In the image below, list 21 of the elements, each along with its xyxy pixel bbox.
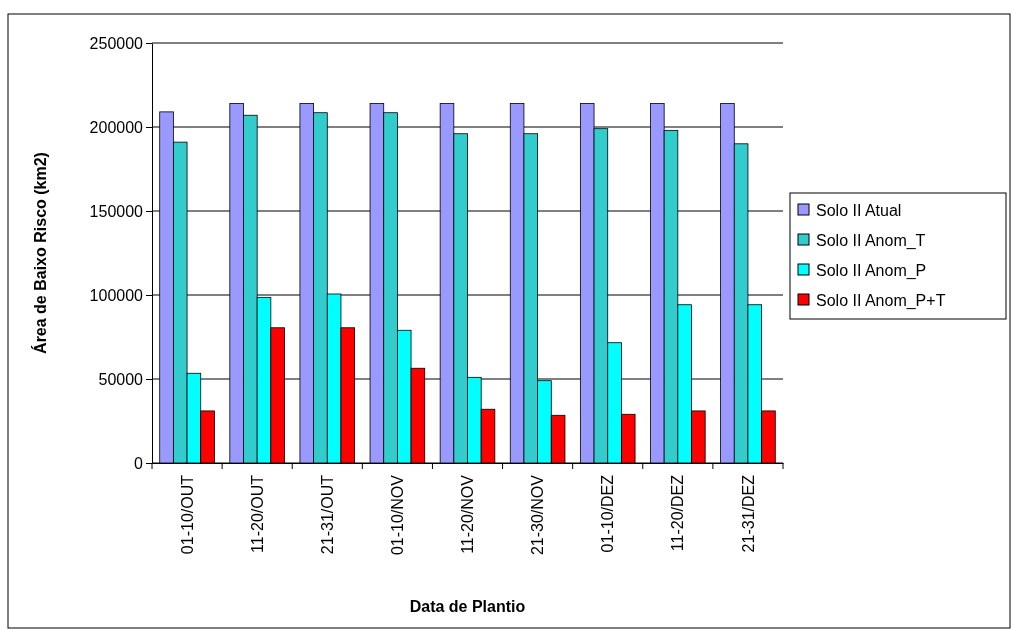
legend-label: Solo II Atual bbox=[816, 201, 902, 219]
x-tick-label: 11-20/NOV bbox=[459, 474, 477, 554]
x-tick-label: 21-30/NOV bbox=[529, 474, 547, 556]
legend-label: Solo II Anom_P+T bbox=[816, 291, 946, 310]
y-tick-label: 0 bbox=[134, 454, 144, 472]
x-tick-label: 11-20/DEZ bbox=[669, 474, 687, 552]
y-tick-label: 150000 bbox=[89, 202, 144, 220]
y-tick-label: 100000 bbox=[89, 286, 144, 304]
legend-label: Solo II Anom_T bbox=[816, 231, 926, 250]
y-tick-label: 50000 bbox=[98, 370, 144, 388]
x-tick-label: 11-20/OUT bbox=[248, 474, 266, 553]
x-tick-label: 21-31/OUT bbox=[318, 474, 336, 555]
y-tick-label: 200000 bbox=[89, 118, 144, 136]
x-tick-label: 01-10/NOV bbox=[388, 474, 406, 556]
x-tick-label: 01-10/OUT bbox=[178, 474, 196, 555]
x-tick-label: 01-10/DEZ bbox=[599, 474, 617, 553]
y-tick-label: 250000 bbox=[89, 34, 144, 52]
y-axis-title: Área de Baixo Risco (km2) bbox=[31, 152, 49, 354]
legend-label: Solo II Anom_P bbox=[816, 261, 927, 280]
x-tick-label: 21-31/DEZ bbox=[739, 474, 757, 553]
x-axis-title: Data de Plantio bbox=[409, 598, 526, 615]
